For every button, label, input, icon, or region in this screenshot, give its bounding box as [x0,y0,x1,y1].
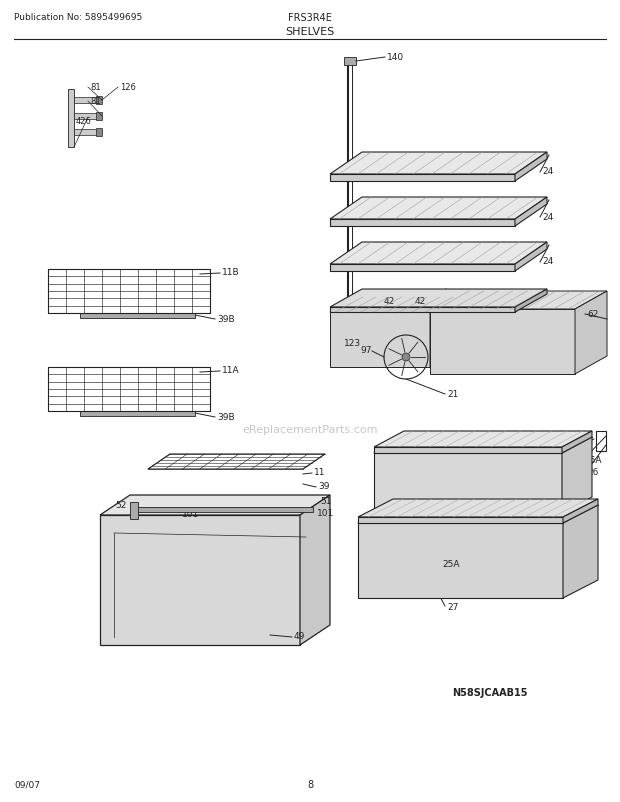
Text: 39B: 39B [217,413,234,422]
Text: 24: 24 [542,213,553,221]
Text: 27: 27 [447,603,458,612]
Polygon shape [96,129,102,137]
Polygon shape [515,243,547,272]
Text: 126: 126 [120,83,136,92]
Polygon shape [330,220,515,227]
Polygon shape [300,496,330,645]
Text: 11A: 11A [222,366,239,375]
Polygon shape [358,517,563,524]
Polygon shape [515,290,547,313]
Polygon shape [80,314,195,318]
Polygon shape [562,437,592,513]
Polygon shape [96,97,102,105]
Text: 81: 81 [90,96,100,105]
Polygon shape [430,298,458,367]
Polygon shape [330,290,547,308]
Circle shape [402,354,410,362]
Polygon shape [96,113,102,121]
Polygon shape [330,175,515,182]
Polygon shape [575,292,607,375]
Text: 26A: 26A [584,456,601,465]
Text: 26: 26 [587,468,598,477]
Text: 52: 52 [115,501,126,510]
Text: 11B: 11B [222,268,239,277]
Polygon shape [330,313,430,367]
Polygon shape [344,58,356,66]
Text: 42: 42 [384,297,396,306]
Text: 42: 42 [415,297,427,306]
Polygon shape [330,243,547,265]
Polygon shape [374,453,562,513]
Polygon shape [374,448,562,453]
Text: eReplacementParts.com: eReplacementParts.com [242,424,378,435]
Polygon shape [562,431,592,453]
Text: N58SJCAAB15: N58SJCAAB15 [452,687,528,697]
Polygon shape [430,310,575,375]
Polygon shape [330,298,458,313]
Text: 25A: 25A [442,560,459,569]
Polygon shape [330,153,547,175]
Text: 39: 39 [318,482,329,491]
Text: 11: 11 [314,468,326,477]
Polygon shape [74,130,98,136]
Text: Publication No: 5895499695: Publication No: 5895499695 [14,14,142,22]
Text: 51: 51 [320,497,332,506]
Text: SHELVES: SHELVES [285,27,335,37]
Text: FRS3R4E: FRS3R4E [288,13,332,23]
Text: 101: 101 [317,508,334,518]
Text: 09/07: 09/07 [14,780,40,788]
Polygon shape [358,500,598,517]
Polygon shape [374,431,592,448]
Polygon shape [74,98,98,104]
Polygon shape [136,508,313,512]
Polygon shape [80,411,195,416]
Polygon shape [330,265,515,272]
Text: 62: 62 [587,310,598,319]
Polygon shape [358,524,563,598]
Polygon shape [130,502,138,520]
Polygon shape [68,90,74,148]
Text: 47: 47 [542,439,554,448]
Text: 140: 140 [387,52,404,62]
Polygon shape [100,496,330,516]
Polygon shape [563,500,598,524]
Text: 24: 24 [542,168,553,176]
Polygon shape [515,198,547,227]
Text: 426: 426 [76,117,92,127]
Polygon shape [74,114,98,119]
Polygon shape [330,198,547,220]
Text: 24: 24 [542,257,553,266]
Polygon shape [430,292,607,310]
Text: 101: 101 [182,510,199,519]
Polygon shape [330,308,515,313]
Text: 8: 8 [307,779,313,789]
Text: 47A: 47A [388,558,405,567]
Polygon shape [515,153,547,182]
Text: 81: 81 [90,83,100,91]
Text: 39B: 39B [217,315,234,324]
Text: 49: 49 [294,632,306,641]
Text: 21: 21 [447,390,458,399]
Text: 25: 25 [558,452,569,461]
Polygon shape [563,505,598,598]
Text: 97: 97 [360,346,371,355]
Text: 123: 123 [344,339,361,348]
Polygon shape [100,516,300,645]
